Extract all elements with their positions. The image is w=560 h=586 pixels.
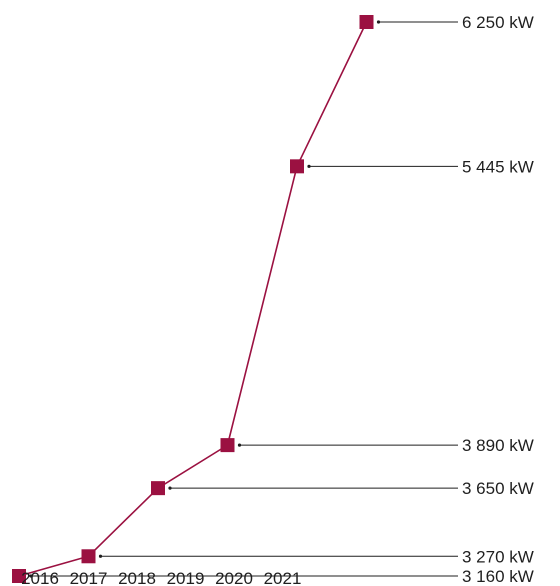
leader-dot — [376, 20, 381, 24]
leader-dot — [307, 164, 311, 168]
x-axis-ticks: 2016 2017 2018 2019 2020 2021 — [21, 569, 301, 586]
data-point-marker — [151, 481, 165, 496]
value-label: 3 270 kW — [462, 547, 534, 566]
series-line-group — [18, 21, 368, 577]
marker-group — [12, 15, 374, 583]
value-label: 3 650 kW — [462, 479, 534, 498]
data-point-marker — [220, 438, 235, 453]
x-tick-label: 2018 — [118, 569, 156, 586]
leader-lines — [29, 20, 458, 578]
value-label: 6 250 kW — [462, 13, 534, 32]
leader-dot — [29, 574, 33, 578]
value-label: 3 160 kW — [462, 567, 534, 586]
leader-dot — [168, 486, 172, 490]
value-label: 5 445 kW — [462, 157, 534, 176]
data-point-marker — [359, 15, 374, 29]
x-tick-label: 2019 — [167, 569, 205, 586]
leader-dot — [237, 443, 242, 447]
value-label: 3 890 kW — [462, 436, 534, 455]
x-tick-label: 2016 — [21, 569, 59, 586]
series-line — [18, 21, 368, 577]
x-tick-label: 2017 — [70, 569, 108, 586]
x-tick-label: 2020 — [215, 569, 253, 586]
data-point-marker — [81, 549, 96, 564]
data-point-marker — [290, 159, 304, 174]
value-labels: 3 160 kW3 270 kW 3 650 kW 3 890 kW 5 445 kW… — [462, 13, 534, 586]
leader-dot — [98, 554, 103, 558]
data-point-marker — [12, 569, 26, 583]
x-tick-label: 2021 — [264, 569, 302, 586]
